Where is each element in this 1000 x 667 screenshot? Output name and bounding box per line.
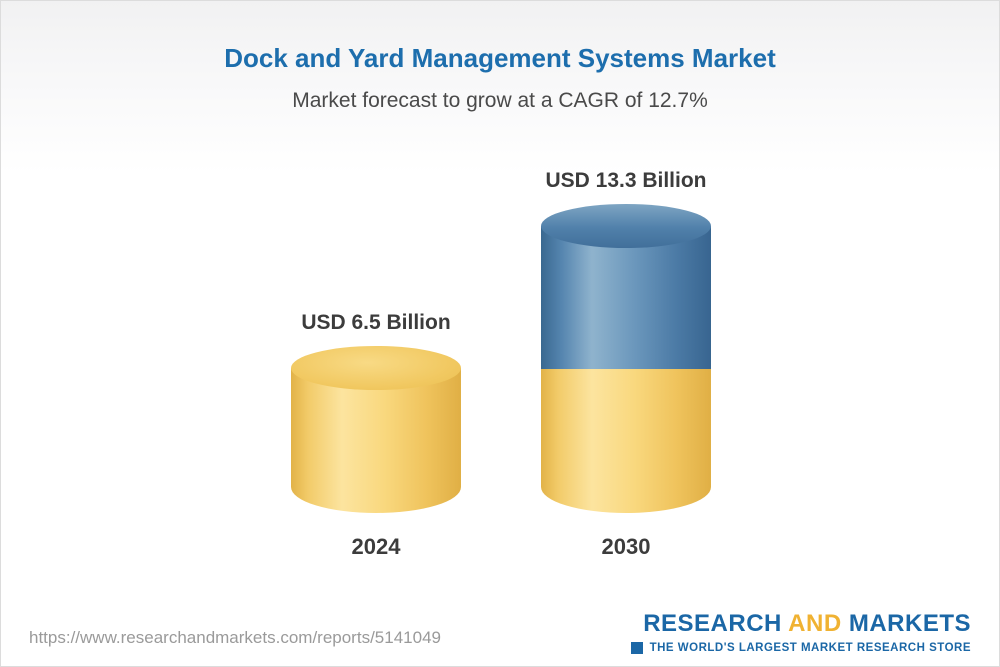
axis-label-2030: 2030 xyxy=(601,534,651,559)
logo-wordmark: RESEARCH AND MARKETS xyxy=(631,610,971,638)
bar-2030 xyxy=(541,204,711,513)
logo-tagline-row: THE WORLD'S LARGEST MARKET RESEARCH STOR… xyxy=(630,642,971,654)
bar-2030-base-segment xyxy=(541,369,711,513)
bar-2024-segment xyxy=(291,368,461,513)
bar-2024 xyxy=(291,346,461,513)
report-url: https://www.researchandmarkets.com/repor… xyxy=(29,628,441,647)
research-and-markets-logo: RESEARCH AND MARKETS THE WORLD'S LARGEST… xyxy=(630,610,971,654)
logo-word-markets: MARKETS xyxy=(848,610,971,637)
value-label-2024: USD 6.5 Billion xyxy=(301,311,451,334)
page-title: Dock and Yard Management Systems Market xyxy=(224,43,776,73)
page-subtitle: Market forecast to grow at a CAGR of 12.… xyxy=(292,89,708,112)
logo-word-research: RESEARCH xyxy=(643,610,782,637)
logo-square-icon xyxy=(630,642,643,654)
bar-2030-growth-segment xyxy=(541,226,711,369)
axis-label-2024: 2024 xyxy=(351,534,401,559)
bar-2030-top-ellipse xyxy=(541,204,711,248)
value-label-2030: USD 13.3 Billion xyxy=(545,169,707,192)
bar-2024-top-ellipse xyxy=(291,346,461,390)
logo-tagline-text: THE WORLD'S LARGEST MARKET RESEARCH STOR… xyxy=(649,642,971,654)
logo-word-and: AND xyxy=(788,610,842,637)
